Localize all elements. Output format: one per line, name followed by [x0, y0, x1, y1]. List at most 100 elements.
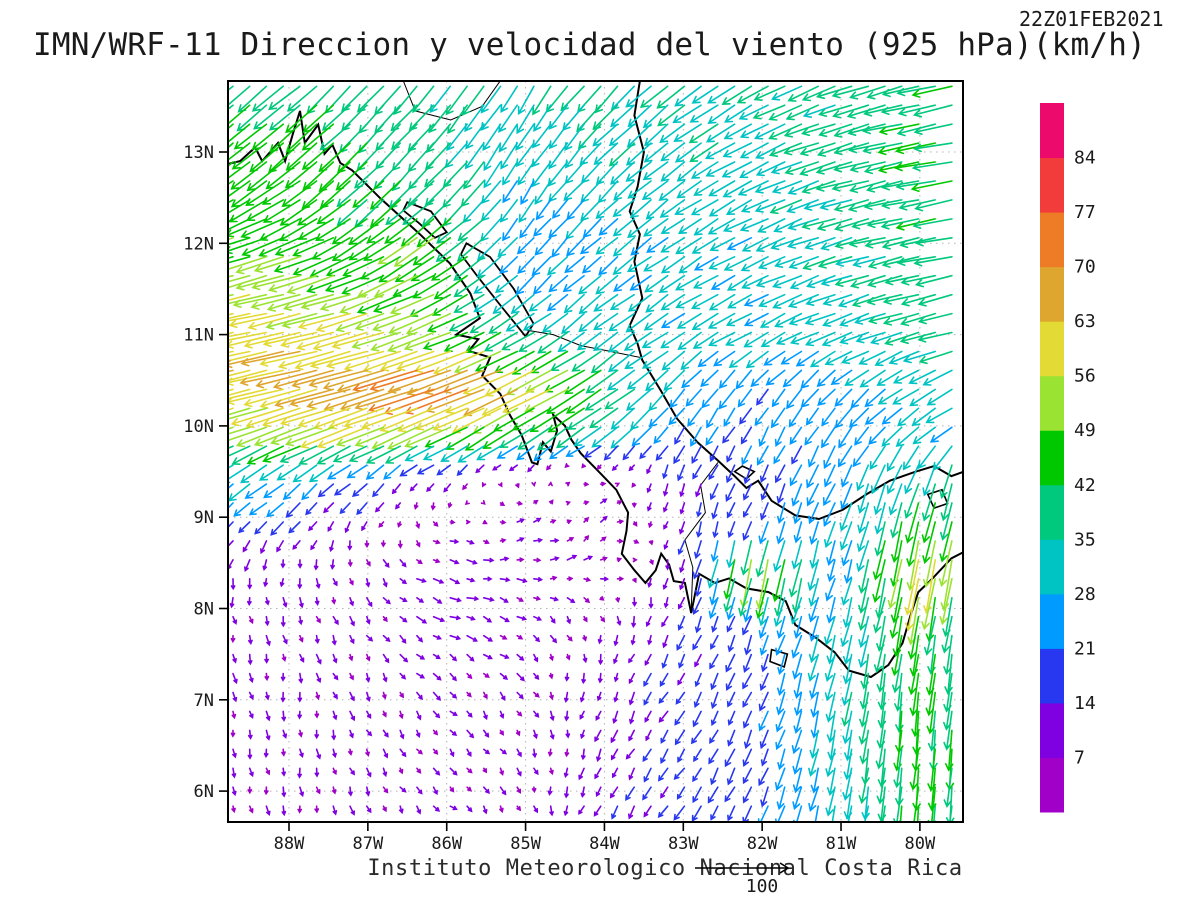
wind-vector [914, 274, 953, 288]
wind-vector [228, 388, 251, 397]
wind-vector [628, 691, 635, 706]
wind-vector [551, 199, 569, 219]
wind-vector [728, 350, 753, 369]
wind-vector [300, 426, 351, 449]
wind-vector [228, 237, 251, 246]
wind-vector [493, 350, 535, 374]
wind-vector [612, 218, 635, 237]
wind-vector [463, 161, 485, 190]
wind-vector [248, 710, 254, 719]
wind-vector [315, 218, 351, 242]
wind-vector [877, 142, 920, 156]
colorbar-segment [1040, 266, 1064, 322]
wind-vector [432, 578, 445, 584]
wind-vector [533, 691, 540, 698]
wind-vector [366, 634, 374, 642]
wind-vector [432, 407, 485, 431]
wind-vector [927, 786, 937, 822]
wind-vector [804, 312, 836, 326]
wind-vector [481, 482, 487, 488]
colorbar-segment [1040, 593, 1064, 649]
wind-vector [940, 502, 953, 541]
wind-vector [270, 521, 284, 536]
wind-vector [369, 180, 401, 210]
wind-vector [335, 312, 385, 333]
wind-vector [881, 199, 920, 210]
wind-vector [597, 180, 619, 204]
wind-vector [900, 293, 936, 307]
wind-vector [873, 597, 886, 634]
wind-vector [816, 142, 853, 157]
wind-vector [679, 559, 686, 574]
wind-vector [543, 369, 585, 393]
wind-vector [742, 483, 753, 501]
wind-vector [231, 805, 236, 814]
wind-vector [790, 331, 819, 345]
wind-vector [809, 615, 819, 642]
wind-vector [677, 748, 686, 763]
wind-vector [499, 556, 510, 562]
wind-vector [613, 672, 619, 683]
wind-vector [660, 729, 669, 744]
wind-vector [939, 464, 953, 500]
wind-vector [847, 805, 853, 822]
wind-vector [262, 331, 318, 348]
wind-vector [525, 369, 569, 393]
wind-vector [898, 199, 936, 211]
wind-vector [374, 85, 401, 116]
wind-vector [676, 180, 702, 199]
wind-vector [228, 426, 234, 430]
wind-vector [741, 274, 769, 289]
wind-vector [850, 388, 870, 409]
colorbar-label: 56 [1074, 366, 1096, 387]
colorbar-segment [1040, 430, 1064, 486]
wind-vector [899, 237, 936, 249]
wind-vector [250, 293, 301, 310]
wind-vector [365, 748, 370, 757]
colorbar-segment [1040, 484, 1064, 540]
wind-vector [774, 578, 786, 617]
wind-vector [771, 180, 803, 194]
wind-vector [366, 710, 372, 719]
wind-vector [387, 426, 435, 450]
wind-vector [801, 180, 836, 194]
wind-vector [874, 502, 886, 535]
wind-vector [827, 729, 836, 761]
wind-vector [347, 559, 353, 568]
wind-vector [775, 634, 786, 656]
wind-vector [297, 805, 303, 814]
wind-vector [663, 521, 669, 530]
wind-vector [276, 540, 284, 553]
wind-vector [708, 464, 719, 481]
wind-vector [239, 369, 301, 386]
wind-vector [248, 634, 253, 646]
wind-vector [292, 237, 335, 257]
wind-vector [581, 256, 602, 274]
wind-vector [600, 498, 608, 504]
wind-vector [483, 729, 490, 738]
wind-vector [663, 483, 669, 497]
wind-vector [516, 445, 535, 461]
wind-vector [403, 331, 452, 351]
wind-vector [904, 464, 920, 495]
wind-vector [616, 538, 624, 544]
wind-vector [590, 350, 619, 374]
map-frame [219, 80, 964, 831]
wind-vector [299, 597, 304, 609]
wind-vector [374, 104, 401, 134]
wind-vector [791, 634, 803, 659]
wind-vector [306, 388, 368, 409]
wind-vector [887, 559, 903, 609]
wind-vector [354, 312, 401, 331]
wind-vector [228, 161, 234, 168]
wind-vector [676, 161, 702, 182]
wind-vector [692, 710, 702, 728]
wind-vector [631, 482, 637, 488]
wind-vector [944, 653, 953, 696]
wind-vector [847, 123, 886, 136]
y-tick-label: 6N [194, 782, 214, 802]
wind-vector [315, 691, 320, 701]
wind-vector [566, 634, 573, 642]
